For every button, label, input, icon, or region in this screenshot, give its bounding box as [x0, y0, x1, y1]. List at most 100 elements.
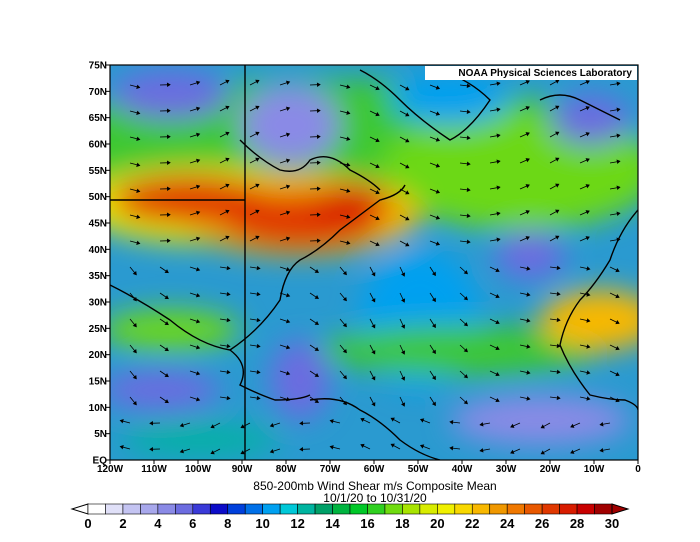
- wind-arrow-head: [371, 272, 376, 277]
- wind-arrow-head: [510, 423, 515, 428]
- wind-arrow-head: [226, 265, 231, 271]
- wind-arrow-head: [463, 296, 468, 301]
- wind-arrow-head: [164, 347, 169, 352]
- wind-arrow-head: [196, 106, 201, 112]
- wind-arrow-head: [405, 190, 410, 195]
- wind-arrow-head: [525, 236, 530, 241]
- wind-arrow-head: [375, 138, 380, 143]
- wind-arrow-head: [479, 448, 484, 453]
- wind-arrow-head: [390, 443, 395, 448]
- colorbar-max-arrow: [611, 503, 630, 515]
- wind-arrow-head: [342, 270, 347, 276]
- wind-arrow-head: [210, 424, 215, 429]
- wind-arrow-head: [136, 214, 141, 219]
- wind-arrow-head: [285, 106, 291, 111]
- wind-arrow-head: [136, 84, 141, 89]
- lat-label: 20N: [89, 350, 107, 361]
- wind-arrow-head: [132, 401, 137, 406]
- wind-arrow-head: [316, 160, 321, 165]
- wind-arrow-head: [285, 397, 291, 402]
- colorbar-swatch: [349, 503, 368, 515]
- wind-arrow-head: [226, 343, 231, 349]
- wind-arrow-head: [390, 417, 395, 422]
- lon-label: 40W: [452, 464, 473, 475]
- wind-arrow-head: [360, 417, 365, 422]
- colorbar-label: 30: [605, 516, 619, 531]
- wind-arrow-head: [479, 422, 484, 427]
- wind-arrow-head: [342, 374, 347, 380]
- wind-arrow-head: [435, 85, 441, 90]
- wind-arrow-head: [196, 132, 201, 138]
- wind-arrow-head: [375, 112, 380, 117]
- wind-arrow-head: [195, 345, 201, 350]
- coastlines: [110, 65, 638, 460]
- wind-arrow-head: [616, 133, 621, 138]
- colorbar-min-arrow: [70, 503, 89, 515]
- wind-arrow-head: [419, 418, 425, 423]
- wind-arrow-head: [401, 376, 406, 381]
- wind-arrow-head: [495, 267, 500, 273]
- wind-arrow-head: [405, 216, 410, 221]
- wind-arrow-head: [256, 343, 261, 349]
- wind-arrow-head: [555, 209, 560, 214]
- wind-arrow-head: [285, 345, 291, 350]
- wind-arrow-head: [346, 214, 351, 219]
- wind-arrow-head: [555, 235, 560, 240]
- lat-label: 60N: [89, 140, 107, 151]
- wind-arrow-head: [164, 321, 169, 326]
- lon-label: 120W: [97, 464, 124, 475]
- colorbar-label: 8: [224, 516, 231, 531]
- wind-arrow-head: [401, 402, 406, 407]
- wind-arrow-head: [225, 209, 230, 214]
- colorbar-label: 24: [500, 516, 515, 531]
- colorbar-swatch: [541, 503, 560, 515]
- wind-arrow-head: [526, 318, 531, 323]
- wind-arrow-head: [195, 371, 201, 376]
- wind-arrow-head: [166, 186, 171, 192]
- wind-arrow-head: [314, 321, 319, 325]
- lon-label: 100W: [185, 464, 212, 475]
- wind-arrow-head: [466, 83, 471, 89]
- colorbar-swatch: [594, 503, 613, 515]
- colorbar-swatch: [332, 503, 351, 515]
- lat-label: 65N: [89, 113, 107, 124]
- wind-arrow-head: [314, 269, 319, 273]
- wind-arrow-head: [556, 395, 561, 401]
- wind-arrow-head: [342, 322, 347, 328]
- wind-arrow-head: [616, 81, 621, 86]
- wind-arrow-head: [346, 136, 351, 141]
- lat-label: 10N: [89, 403, 107, 414]
- wind-arrow-head: [466, 135, 471, 141]
- wind-arrow-head: [616, 211, 621, 216]
- colorbar-swatch: [279, 503, 298, 515]
- colorbar-swatch: [244, 503, 263, 515]
- wind-arrow-head: [299, 447, 304, 452]
- wind-arrow-head: [431, 323, 436, 329]
- wind-arrow-head: [599, 448, 604, 453]
- wind-arrow-head: [496, 185, 501, 190]
- lat-label: 70N: [89, 87, 107, 98]
- lat-label: 55N: [89, 166, 107, 177]
- wind-arrow-head: [599, 422, 604, 427]
- lat-label: 40N: [89, 245, 107, 256]
- colorbar-swatch: [262, 503, 281, 515]
- lon-label: 110W: [141, 464, 167, 475]
- wind-arrow-head: [285, 319, 291, 324]
- wind-arrow-head: [132, 349, 137, 354]
- lat-label: 15N: [89, 377, 107, 388]
- lon-label: 10W: [584, 464, 605, 475]
- wind-arrow-head: [225, 183, 230, 188]
- colorbar-swatch: [384, 503, 403, 515]
- wind-arrow-head: [210, 450, 215, 455]
- wind-arrow-head: [586, 370, 591, 375]
- wind-arrow-head: [496, 211, 501, 216]
- wind-arrow-head: [196, 184, 201, 190]
- colorbar-swatch: [419, 503, 438, 515]
- lat-label: 45N: [89, 219, 107, 230]
- colorbar-swatch: [402, 503, 421, 515]
- wind-arrow-head: [435, 189, 441, 194]
- lat-label: 25N: [89, 324, 107, 335]
- wind-arrow-head: [285, 184, 291, 189]
- wind-arrow-head: [316, 108, 321, 113]
- wind-arrow-head: [435, 241, 441, 246]
